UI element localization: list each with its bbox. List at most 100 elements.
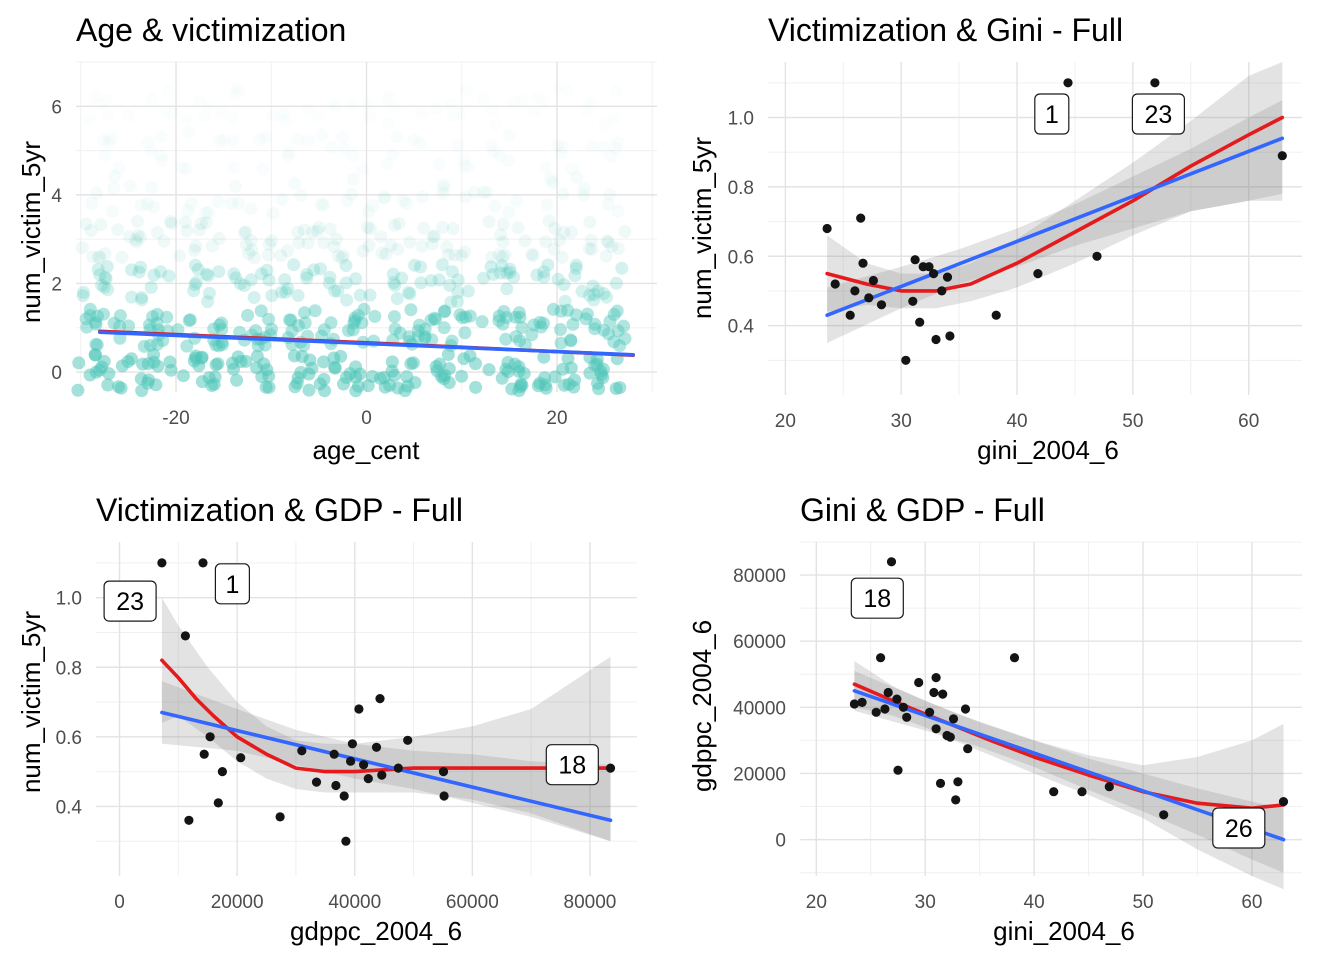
data-point: [86, 250, 100, 264]
data-point: [582, 242, 596, 256]
point-label: 1: [214, 563, 250, 605]
data-point: [209, 358, 223, 372]
data-point: [121, 355, 135, 368]
data-point: [437, 321, 451, 335]
data-point: [113, 161, 126, 174]
confidence-band: [854, 671, 1284, 873]
data-point: [924, 262, 934, 272]
x-axis-label: gini_2004_6: [993, 916, 1135, 946]
data-point: [99, 149, 112, 162]
data-point: [540, 198, 554, 212]
data-point: [448, 248, 462, 262]
data-point: [440, 240, 454, 254]
data-point: [160, 104, 173, 117]
data-point: [500, 311, 513, 324]
data-point: [925, 707, 935, 717]
data-point: [357, 302, 371, 316]
data-point: [457, 352, 471, 366]
data-point: [856, 213, 866, 223]
data-point: [83, 302, 97, 316]
data-point: [425, 237, 439, 251]
data-point: [328, 284, 342, 298]
data-point: [477, 93, 490, 106]
x-tick-label: 20: [546, 408, 567, 429]
data-point: [492, 248, 506, 262]
data-point: [494, 228, 507, 242]
data-point: [451, 285, 465, 299]
data-point: [327, 99, 340, 112]
data-point: [184, 815, 194, 825]
data-point: [386, 147, 399, 160]
data-point: [607, 308, 621, 321]
y-tick-label: 20000: [733, 764, 786, 785]
data-point: [231, 350, 245, 364]
data-point: [617, 319, 631, 333]
data-point: [510, 194, 524, 208]
data-point: [156, 334, 170, 347]
point-label-box: [1212, 807, 1266, 849]
data-point: [539, 161, 552, 174]
data-point: [402, 330, 416, 344]
data-point: [180, 339, 194, 353]
data-point: [541, 258, 555, 272]
y-tick-label: 4: [51, 186, 62, 207]
data-point: [154, 265, 167, 279]
data-point: [201, 269, 215, 283]
data-point: [427, 311, 441, 325]
plot-area: -20 0 20 0 2 4 6: [51, 61, 657, 429]
data-point: [181, 204, 194, 218]
data-point: [509, 330, 523, 344]
data-point: [393, 763, 403, 773]
data-point: [931, 724, 941, 734]
loess-fit-line: [160, 658, 613, 774]
data-point: [455, 369, 469, 383]
y-tick-label: 40000: [733, 698, 786, 719]
y-axis-label: gdppc_2004_6: [687, 620, 717, 792]
data-point: [437, 181, 450, 195]
data-point: [396, 194, 410, 208]
data-point: [311, 777, 322, 787]
data-point: [417, 221, 431, 235]
data-point: [107, 181, 121, 195]
panel-title: Victimization & Gini - Full: [768, 12, 1123, 48]
data-point: [603, 314, 617, 328]
data-point: [97, 307, 110, 321]
data-point: [438, 767, 449, 777]
data-point: [388, 100, 401, 113]
data-point: [122, 319, 136, 333]
data-point: [402, 285, 415, 299]
panel-victimization-gini: Victimization & Gini - Full 20 30 40 50 60 0.…: [687, 12, 1302, 465]
data-point: [418, 322, 432, 336]
data-point: [435, 258, 449, 272]
data-point: [135, 291, 149, 304]
data-point: [880, 704, 890, 714]
data-point: [436, 186, 450, 200]
data-point: [340, 194, 354, 208]
data-point: [515, 321, 529, 334]
data-point: [279, 285, 293, 299]
data-point: [245, 243, 259, 257]
data-point: [375, 246, 389, 260]
data-point: [146, 310, 160, 324]
data-point: [579, 312, 593, 326]
data-point: [564, 333, 578, 347]
data-point: [587, 287, 601, 301]
data-point: [140, 197, 154, 211]
data-point: [347, 739, 357, 749]
data-point: [83, 368, 97, 382]
x-tick-label: 30: [891, 411, 912, 432]
point-label-text: 18: [863, 585, 891, 613]
data-point: [97, 280, 111, 294]
data-point: [244, 273, 258, 287]
point-label-text: 23: [1144, 101, 1172, 129]
data-point: [515, 378, 529, 392]
data-point: [265, 234, 279, 248]
data-point: [415, 239, 429, 253]
data-point: [601, 198, 615, 211]
data-point: [327, 240, 341, 254]
data-point: [261, 248, 275, 262]
data-point: [260, 263, 274, 277]
data-point: [294, 366, 308, 379]
data-point: [556, 140, 569, 153]
point-label-box: [1131, 93, 1186, 135]
